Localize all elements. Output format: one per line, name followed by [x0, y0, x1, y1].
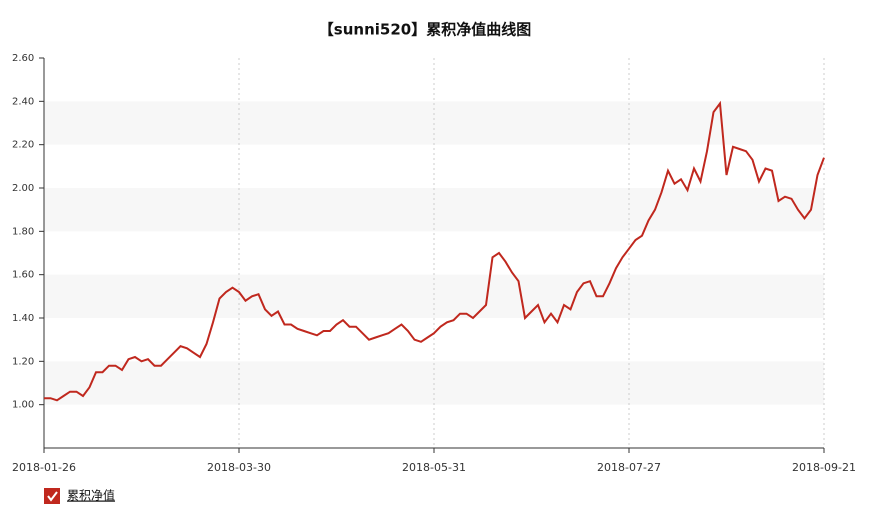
y-tick-label: 1.60 [12, 270, 34, 281]
grid-band [44, 274, 824, 318]
y-tick-label: 2.20 [12, 140, 34, 151]
legend-label: 累积净值 [67, 488, 115, 503]
y-tick-label: 1.20 [12, 356, 34, 367]
y-tick-label: 2.60 [12, 53, 34, 64]
x-tick-label: 2018-01-26 [12, 461, 76, 474]
legend-checkbox[interactable] [44, 488, 60, 504]
y-tick-label: 2.00 [12, 183, 34, 194]
y-tick-label: 1.00 [12, 400, 34, 411]
x-tick-label: 2018-03-30 [207, 461, 271, 474]
line [44, 100, 825, 402]
y-tick-label: 1.80 [12, 226, 34, 237]
y-tick-label: 2.40 [12, 96, 34, 107]
x-tick-label: 2018-07-27 [597, 461, 661, 474]
x-tick-label: 2018-05-31 [402, 461, 466, 474]
chart-title: 【sunni520】累积净值曲线图 [319, 21, 531, 39]
legend-check [47, 491, 58, 502]
y-tick-label: 1.40 [12, 313, 34, 324]
x-tick-label: 2018-09-21 [792, 461, 856, 474]
